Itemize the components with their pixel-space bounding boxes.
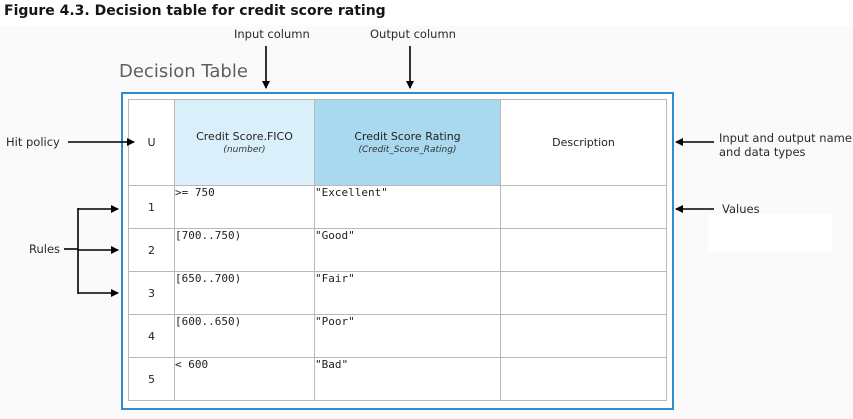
output-cell[interactable]: "Bad": [314, 357, 501, 401]
table-row: 2 [700..750) "Good": [128, 228, 667, 272]
header-row: U Credit Score.FICO (number) Credit Scor…: [128, 99, 667, 186]
figure-caption: Figure 4.3. Decision table for credit sc…: [4, 3, 386, 19]
rule-index: 1: [128, 185, 175, 229]
input-column-annotation: Input column: [234, 27, 310, 41]
output-cell[interactable]: "Poor": [314, 314, 501, 358]
input-column-name: Credit Score.FICO: [196, 129, 293, 143]
rule-index: 5: [128, 357, 175, 401]
names-types-annotation-line1: Input and output name: [719, 131, 852, 145]
hit-policy-cell[interactable]: U: [128, 99, 175, 186]
input-cell[interactable]: >= 750: [174, 185, 315, 229]
input-cell[interactable]: [650..700): [174, 271, 315, 315]
table-row: 1 >= 750 "Excellent": [128, 185, 667, 229]
background-patch: [708, 214, 832, 252]
decision-table: U Credit Score.FICO (number) Credit Scor…: [128, 99, 667, 401]
output-cell[interactable]: "Excellent": [314, 185, 501, 229]
description-cell[interactable]: [500, 357, 667, 401]
input-cell[interactable]: [600..650): [174, 314, 315, 358]
input-column-type: (number): [223, 144, 266, 155]
output-column-annotation: Output column: [370, 27, 456, 41]
description-cell[interactable]: [500, 228, 667, 272]
output-column-type: (Credit_Score_Rating): [358, 144, 457, 155]
rule-index: 3: [128, 271, 175, 315]
description-cell[interactable]: [500, 271, 667, 315]
table-row: 5 < 600 "Bad": [128, 357, 667, 401]
description-cell[interactable]: [500, 314, 667, 358]
hit-policy-annotation: Hit policy: [6, 135, 60, 149]
description-column-header[interactable]: Description: [500, 99, 667, 186]
input-cell[interactable]: < 600: [174, 357, 315, 401]
table-row: 3 [650..700) "Fair": [128, 271, 667, 315]
rule-index: 2: [128, 228, 175, 272]
names-types-annotation-line2: and data types: [719, 145, 806, 159]
output-column-name: Credit Score Rating: [354, 129, 461, 143]
output-column-header[interactable]: Credit Score Rating (Credit_Score_Rating…: [314, 99, 501, 186]
input-column-header[interactable]: Credit Score.FICO (number): [174, 99, 315, 186]
values-annotation: Values: [722, 202, 760, 216]
table-row: 4 [600..650) "Poor": [128, 314, 667, 358]
rules-annotation: Rules: [29, 242, 61, 256]
rule-index: 4: [128, 314, 175, 358]
description-cell[interactable]: [500, 185, 667, 229]
output-cell[interactable]: "Fair": [314, 271, 501, 315]
input-cell[interactable]: [700..750): [174, 228, 315, 272]
output-cell[interactable]: "Good": [314, 228, 501, 272]
decision-table-title: Decision Table: [119, 61, 248, 82]
